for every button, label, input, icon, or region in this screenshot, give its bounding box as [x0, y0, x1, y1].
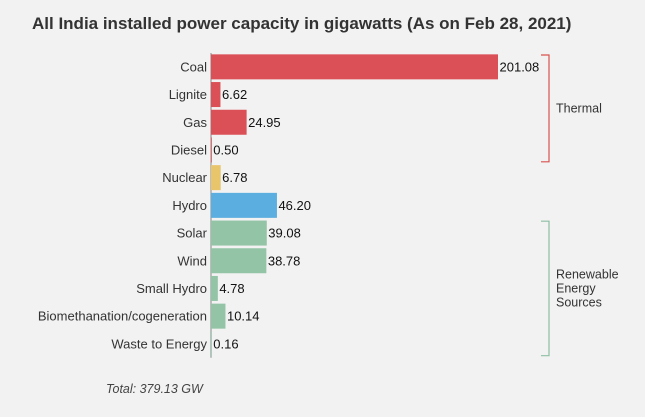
group-label-sources: Sources: [556, 295, 602, 309]
bar-nuclear: [211, 165, 221, 191]
value-label-diesel: 0.50: [213, 142, 238, 157]
bar-waste-to-energy: [211, 331, 212, 357]
bar-lignite: [211, 82, 221, 108]
group-label-renewable: Renewable: [556, 267, 619, 281]
value-label-waste-to-energy: 0.16: [213, 336, 238, 351]
bar-diesel: [211, 137, 212, 163]
group-label-energy: Energy: [556, 281, 596, 295]
category-label-solar: Solar: [177, 226, 208, 241]
category-label-hydro: Hydro: [172, 198, 207, 213]
value-label-small-hydro: 4.78: [219, 281, 244, 296]
category-label-nuclear: Nuclear: [162, 170, 207, 185]
bar-small-hydro: [211, 275, 218, 301]
category-label-coal: Coal: [180, 59, 207, 74]
category-label-biomethanation-cogeneration: Biomethanation/cogeneration: [38, 309, 207, 324]
bracket-thermal: [541, 54, 550, 163]
value-label-nuclear: 6.78: [222, 170, 247, 185]
value-label-lignite: 6.62: [222, 87, 247, 102]
category-label-diesel: Diesel: [171, 142, 207, 157]
bar-hydro: [211, 192, 277, 218]
value-label-coal: 201.08: [500, 59, 540, 74]
bars-layer: [210, 53, 498, 358]
value-label-gas: 24.95: [248, 115, 281, 130]
total-note: Total: 379.13 GW: [106, 382, 203, 396]
group-label-thermal: Thermal: [556, 101, 602, 115]
bar-coal: [211, 54, 498, 80]
bar-biomethanation-cogeneration: [211, 303, 226, 329]
value-label-wind: 38.78: [268, 253, 301, 268]
category-label-waste-to-energy: Waste to Energy: [111, 336, 207, 351]
value-label-solar: 39.08: [268, 226, 301, 241]
chart-title: All India installed power capacity in gi…: [32, 14, 572, 33]
value-label-hydro: 46.20: [278, 198, 311, 213]
bar-solar: [211, 220, 267, 246]
category-label-lignite: Lignite: [169, 87, 207, 102]
bar-wind: [211, 248, 267, 274]
category-labels: Coal Lignite Gas Diesel Nuclear Hydro Solar Win…: [38, 59, 208, 351]
bracket-renewable-energy-sources: [541, 220, 550, 357]
bar-gas: [211, 109, 247, 135]
category-label-gas: Gas: [183, 115, 207, 130]
category-label-small-hydro: Small Hydro: [136, 281, 207, 296]
value-label-biomethanation-cogeneration: 10.14: [227, 309, 260, 324]
category-label-wind: Wind: [177, 253, 207, 268]
